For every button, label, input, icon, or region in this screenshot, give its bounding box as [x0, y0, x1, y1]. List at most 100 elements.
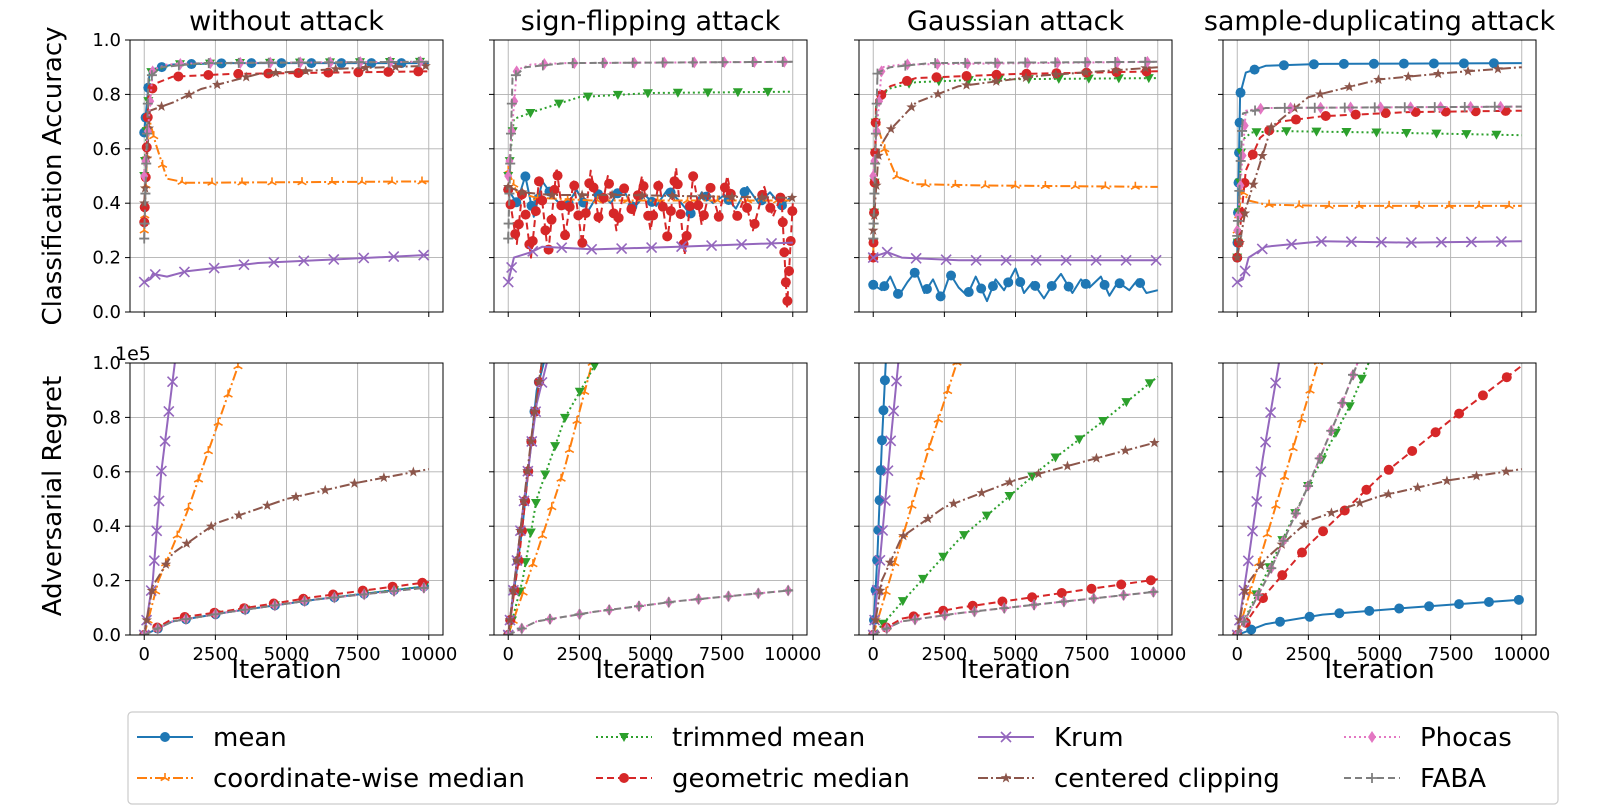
legend-entry-coordinate-wise-median: coordinate-wise median: [137, 764, 525, 794]
marker: [418, 249, 430, 261]
marker: [1235, 87, 1246, 98]
x-tick-label: 10000: [1129, 644, 1186, 665]
marker: [299, 596, 310, 607]
marker: [1040, 180, 1051, 190]
marker: [742, 202, 753, 213]
marker: [530, 206, 541, 217]
y-tick-label: 0.2: [92, 248, 121, 269]
x-tick-label: 2500: [192, 644, 238, 665]
marker: [616, 242, 628, 255]
series-line-phocas: [872, 590, 1158, 635]
marker: [1080, 66, 1091, 77]
marker: [388, 250, 400, 263]
x-tick-label: 10000: [764, 644, 821, 665]
marker: [726, 191, 738, 202]
marker: [1074, 435, 1085, 445]
marker: [560, 230, 571, 241]
marker: [1344, 81, 1355, 92]
marker: [931, 72, 942, 83]
marker: [1099, 279, 1110, 290]
marker: [648, 210, 659, 221]
marker: [576, 189, 588, 200]
marker: [1062, 460, 1073, 471]
marker: [203, 446, 214, 455]
marker: [687, 57, 698, 68]
marker: [782, 295, 793, 306]
x-tick-label: 0: [139, 644, 150, 665]
gridlines: [1223, 362, 1536, 636]
marker: [420, 60, 431, 71]
marker: [203, 70, 214, 81]
marker: [878, 405, 889, 416]
marker: [705, 182, 716, 193]
marker: [765, 202, 776, 213]
marker: [1004, 492, 1015, 502]
marker: [525, 108, 536, 118]
marker: [880, 144, 890, 153]
gridlines: [494, 39, 807, 313]
marker: [1278, 60, 1289, 71]
marker: [879, 375, 890, 386]
marker: [574, 609, 585, 620]
marker: [765, 237, 778, 249]
marker: [976, 283, 987, 294]
marker: [1234, 237, 1246, 248]
markers-faba: [868, 586, 1159, 635]
marker: [290, 491, 302, 502]
marker: [582, 92, 593, 102]
series-group: [867, 55, 1162, 303]
marker: [991, 75, 1002, 86]
x-axis-label: Iteration: [1324, 655, 1434, 685]
marker: [1086, 583, 1097, 594]
marker: [1239, 207, 1251, 218]
marker: [1150, 254, 1162, 266]
marker: [1373, 74, 1384, 85]
marker: [527, 245, 539, 257]
marker: [268, 256, 280, 268]
marker: [520, 209, 531, 220]
legend-entry-centered-clipping: centered clipping: [978, 764, 1280, 794]
marker: [939, 610, 950, 621]
marker: [1308, 59, 1319, 70]
marker: [1232, 252, 1243, 263]
marker: [1250, 105, 1261, 116]
series-line-coordinate-wise-median: [872, 363, 958, 635]
legend: mean coordinate-wise median trimmed mean ge…: [127, 711, 1559, 805]
marker: [160, 732, 170, 742]
marker: [933, 414, 944, 423]
marker: [942, 386, 953, 395]
marker: [642, 89, 653, 99]
marker: [1371, 128, 1382, 138]
marker: [1501, 372, 1512, 383]
marker: [1412, 482, 1423, 492]
marker: [503, 218, 514, 229]
marker: [963, 287, 974, 298]
marker: [1326, 425, 1337, 436]
marker: [868, 218, 879, 229]
marker: [564, 201, 575, 212]
x-tick-label: 7500: [1428, 644, 1474, 665]
marker: [506, 128, 517, 139]
marker: [389, 586, 400, 597]
markers-mean: [868, 267, 1146, 302]
marker: [567, 58, 578, 69]
y-ticks: [489, 362, 494, 636]
legend-label: centered clipping: [1054, 764, 1280, 794]
series-line-faba: [143, 60, 429, 239]
series-line-krum: [507, 241, 793, 283]
marker: [1088, 593, 1099, 604]
marker: [1368, 731, 1376, 743]
marker: [270, 67, 282, 78]
marker: [241, 71, 252, 82]
marker: [890, 375, 903, 387]
marker: [233, 68, 244, 79]
marker: [1239, 585, 1251, 596]
marker: [178, 266, 190, 278]
marker: [1454, 408, 1465, 419]
marker: [1394, 603, 1405, 614]
markers-centered-clipping: [139, 466, 419, 635]
marker: [1070, 181, 1081, 190]
marker: [1309, 102, 1320, 113]
marker: [1298, 519, 1310, 529]
marker: [546, 189, 558, 200]
